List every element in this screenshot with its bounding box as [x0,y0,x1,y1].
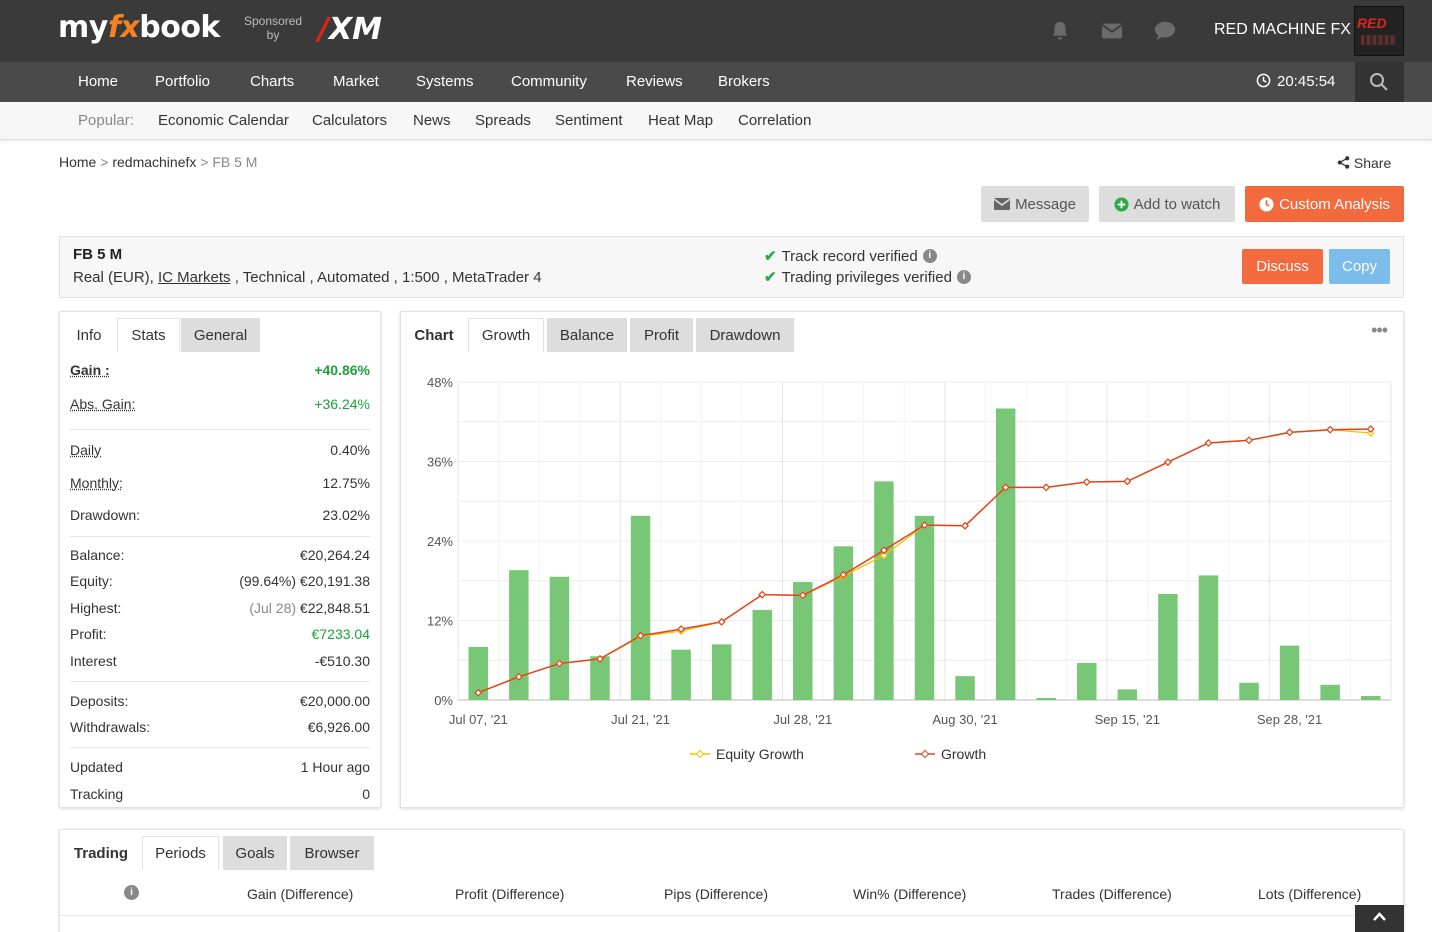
chart-bar [1036,698,1055,700]
chart-bar [712,644,731,700]
tab-goals[interactable]: Goals [223,836,287,870]
chart-bar [671,650,690,700]
column-header-pips[interactable]: Pips (Difference) [664,886,768,902]
growth-chart: 48%36%24%12%0% Jul 07, '21 Jul 21, '21 Jul… [0,0,1432,932]
x-tick-label: Sep 15, '21 [1095,712,1160,727]
y-tick-label: 36% [427,455,453,470]
x-tick-label: Jul 28, '21 [773,712,832,727]
chart-bar [1158,594,1177,700]
chart-bar [1118,689,1137,700]
column-header-lots[interactable]: Lots (Difference) [1258,886,1361,902]
info-icon[interactable]: i [124,885,139,900]
legend-growth-marker [915,749,935,759]
y-tick-label: 48% [427,375,453,390]
chart-bar [1239,683,1258,700]
column-header-win-pct[interactable]: Win% (Difference) [853,886,966,902]
chart-bar [874,481,893,700]
x-tick-label: Jul 21, '21 [611,712,670,727]
legend-growth[interactable]: Growth [915,746,986,762]
chart-bar [1320,685,1339,700]
tab-periods[interactable]: Periods [142,836,219,870]
chart-bar [1361,696,1380,700]
y-tick-label: 12% [427,614,453,629]
periods-panel: Trading Periods Goals Browser [59,829,1404,932]
legend-label: Equity Growth [716,746,804,762]
chart-bar [793,582,812,700]
chart-bar [915,516,934,700]
divider [60,915,1403,916]
chart-bar [550,577,569,700]
chart-bar [1280,646,1299,700]
legend-equity-growth[interactable]: Equity Growth [690,746,804,762]
chart-bar [955,676,974,700]
x-tick-label: Sep 28, '21 [1257,712,1322,727]
column-header-trades[interactable]: Trades (Difference) [1052,886,1172,902]
column-header-gain[interactable]: Gain (Difference) [247,886,353,902]
y-tick-label: 0% [434,693,453,708]
legend-equity-marker [690,749,710,759]
chart-bar [1199,575,1218,700]
chart-bar [834,546,853,700]
chart-x-labels: Jul 07, '21 Jul 21, '21 Jul 28, '21 Aug 30,… [449,712,1322,727]
chart-bar [631,516,650,700]
chart-bar [996,409,1015,701]
y-tick-label: 24% [427,534,453,549]
legend-label: Growth [941,746,986,762]
back-to-top-button[interactable] [1355,905,1404,932]
periods-tabs: Trading Periods Goals Browser [60,830,1403,870]
column-header-profit[interactable]: Profit (Difference) [455,886,564,902]
x-tick-label: Aug 30, '21 [932,712,997,727]
tab-browser[interactable]: Browser [290,836,374,870]
x-tick-label: Jul 07, '21 [449,712,508,727]
chevron-up-icon [1373,912,1386,921]
chart-bar [753,610,772,700]
chart-bar [1077,663,1096,700]
chart-y-labels: 48% 36% 24% 12% 0% [427,375,453,708]
tab-trading[interactable]: Trading [64,836,138,870]
